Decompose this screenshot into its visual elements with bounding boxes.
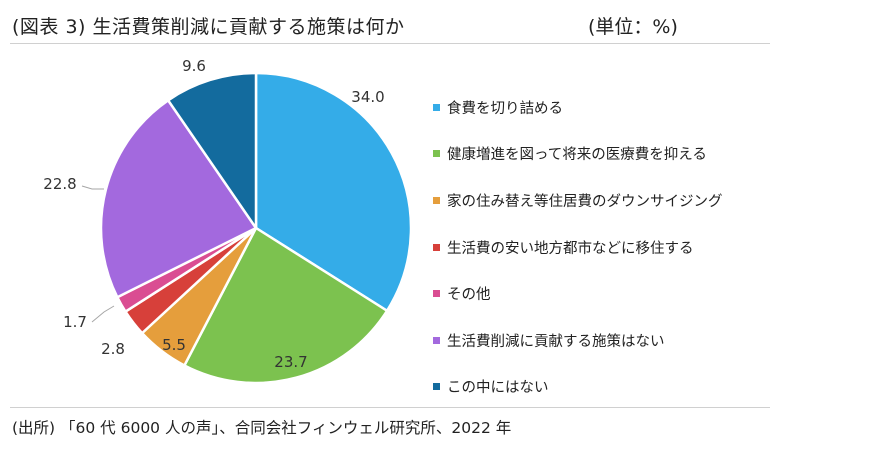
legend-swatch bbox=[433, 290, 440, 298]
legend-swatch bbox=[433, 383, 440, 391]
legend-item: 食費を切り詰める bbox=[433, 84, 723, 131]
legend-label: 食費を切り詰める bbox=[447, 100, 563, 117]
chart-title: (図表 3) 生活費策削減に貢献する施策は何か bbox=[12, 16, 405, 38]
legend-swatch bbox=[433, 336, 440, 344]
legend-swatch bbox=[433, 243, 440, 251]
legend-item: 生活費の安い地方都市などに移住する bbox=[433, 224, 723, 271]
data-label: 23.7 bbox=[274, 353, 307, 371]
pie-slice bbox=[183, 226, 389, 385]
legend-label: 生活費削減に貢献する施策はない bbox=[447, 333, 665, 350]
legend-label: 健康増進を図って将来の医療費を抑える bbox=[447, 147, 707, 164]
legend-item: 健康増進を図って将来の医療費を抑える bbox=[433, 131, 723, 178]
legend-label: 家の住み替え等住居費のダウンサイジング bbox=[447, 193, 723, 210]
pie-slice bbox=[99, 99, 258, 299]
legend-swatch bbox=[433, 196, 440, 204]
data-label: 1.7 bbox=[63, 313, 87, 331]
legend-item: 生活費削減に貢献する施策はない bbox=[433, 317, 723, 364]
data-label: 22.8 bbox=[43, 175, 76, 193]
top-divider bbox=[10, 43, 770, 44]
leader-line bbox=[81, 185, 104, 190]
data-label: 34.0 bbox=[351, 88, 384, 106]
source-note: (出所) 「60 代 6000 人の声」、合同会社フィンウェル研究所、2022 … bbox=[12, 419, 512, 437]
legend-swatch bbox=[433, 150, 440, 158]
legend-item: 家の住み替え等住居費のダウンサイジング bbox=[433, 177, 723, 224]
unit-label: (単位：%) bbox=[588, 16, 678, 38]
chart-legend: 食費を切り詰める健康増進を図って将来の医療費を抑える 家の住み替え等住居費のダウン… bbox=[433, 84, 723, 410]
leader-line bbox=[91, 305, 115, 323]
legend-label: その他 bbox=[447, 287, 491, 304]
data-label: 5.5 bbox=[162, 336, 186, 354]
legend-label: 生活費の安い地方都市などに移住する bbox=[447, 240, 694, 257]
bottom-divider bbox=[10, 407, 770, 408]
data-label: 9.6 bbox=[182, 57, 206, 75]
legend-label: この中にはない bbox=[447, 380, 549, 397]
legend-swatch bbox=[433, 103, 440, 111]
legend-item: その他 bbox=[433, 270, 723, 317]
data-label: 2.8 bbox=[101, 340, 125, 358]
legend-item: この中にはない bbox=[433, 364, 723, 411]
pie-slice bbox=[166, 71, 258, 230]
